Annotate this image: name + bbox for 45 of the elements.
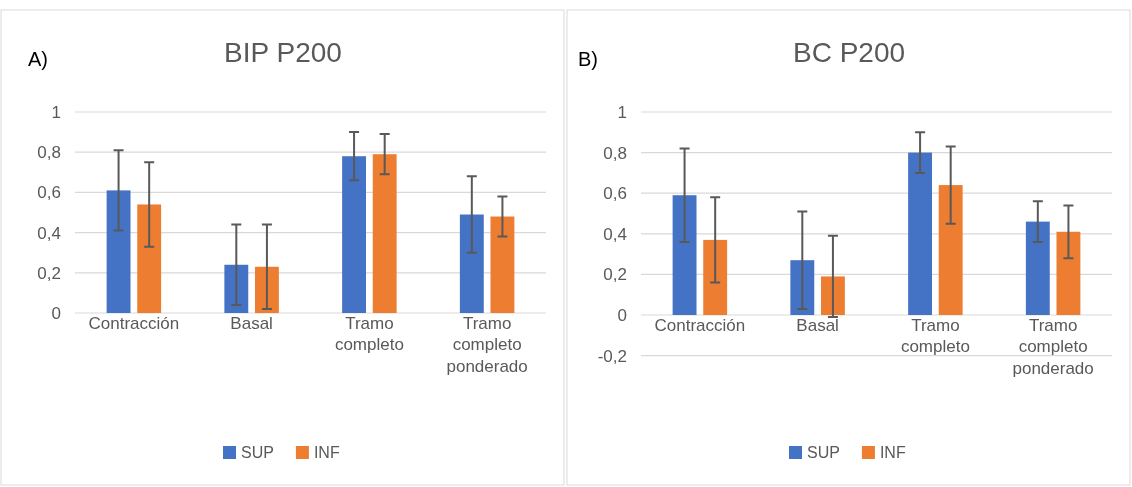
bar bbox=[372, 154, 397, 313]
bar bbox=[490, 216, 515, 313]
y-tick-label: 0 bbox=[617, 305, 627, 325]
x-tick-label: Tramo completo ponderado bbox=[1012, 316, 1094, 378]
text: A) bbox=[28, 48, 48, 70]
text: B) bbox=[578, 48, 598, 70]
y-tick-label: 0,2 bbox=[603, 265, 627, 285]
y-tick-label: 0,2 bbox=[37, 263, 61, 283]
legend-label: SUP bbox=[241, 444, 274, 461]
y-tick-label: 0,8 bbox=[37, 143, 61, 163]
chart-title: BIP P200 bbox=[224, 37, 342, 68]
bar bbox=[137, 204, 162, 313]
x-tick-label: Contracción bbox=[654, 316, 746, 335]
x-tick-label: Tramo completo ponderado bbox=[446, 314, 528, 376]
y-tick-label: 0,6 bbox=[37, 183, 61, 203]
bar bbox=[820, 276, 845, 315]
x-tick-label: Basal bbox=[796, 316, 839, 335]
y-tick-label: -0,2 bbox=[597, 346, 627, 366]
bar bbox=[790, 260, 815, 315]
y-tick-label: 0,8 bbox=[603, 143, 627, 163]
bar bbox=[459, 214, 484, 313]
bar bbox=[342, 156, 367, 313]
y-tick-label: 0,6 bbox=[603, 184, 627, 204]
bar bbox=[938, 185, 963, 315]
legend-label: INF bbox=[313, 444, 340, 461]
x-tick-label: Tramo completo bbox=[334, 314, 404, 355]
chart-title: BC P200 bbox=[792, 37, 906, 68]
y-tick-label: 0,4 bbox=[37, 223, 61, 243]
bar bbox=[703, 239, 728, 315]
legend-label: SUP bbox=[807, 444, 840, 461]
legend-label: INF bbox=[879, 444, 906, 461]
bar bbox=[908, 152, 933, 315]
y-tick-label: 1 bbox=[617, 102, 627, 122]
x-tick-label: Contracción bbox=[88, 314, 180, 333]
bar bbox=[224, 264, 249, 313]
y-tick-label: 1 bbox=[51, 102, 61, 122]
x-tick-label: Basal bbox=[230, 314, 273, 333]
y-tick-label: 0 bbox=[51, 303, 61, 323]
bar bbox=[1025, 221, 1050, 315]
bar bbox=[254, 266, 279, 313]
x-tick-label: Tramo completo bbox=[900, 316, 970, 357]
y-tick-label: 0,4 bbox=[603, 224, 627, 244]
bar bbox=[672, 195, 697, 315]
bar bbox=[1056, 231, 1081, 315]
bar bbox=[106, 190, 131, 313]
